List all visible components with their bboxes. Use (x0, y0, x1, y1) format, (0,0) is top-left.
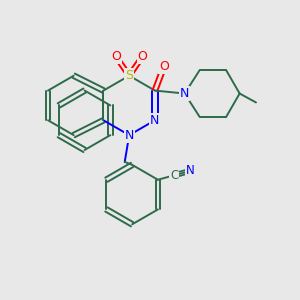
Text: O: O (111, 50, 121, 63)
Text: S: S (125, 69, 133, 82)
Text: N: N (180, 87, 189, 100)
Text: C: C (170, 169, 178, 182)
Text: O: O (159, 60, 169, 73)
Text: N: N (124, 129, 134, 142)
Text: N: N (150, 114, 160, 127)
Text: N: N (186, 164, 195, 177)
Text: O: O (138, 50, 148, 63)
